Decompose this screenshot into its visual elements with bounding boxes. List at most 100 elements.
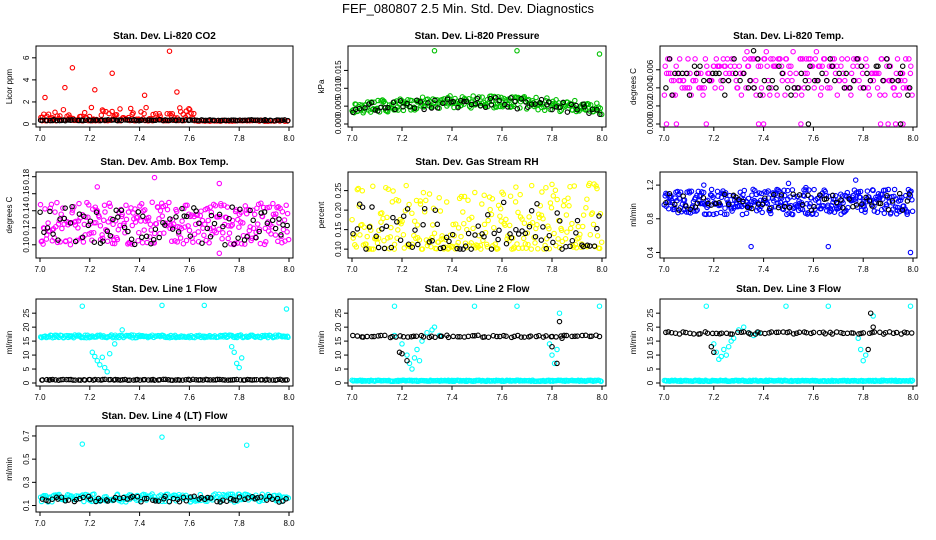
data-point (747, 331, 754, 337)
data-point (413, 197, 420, 204)
data-point (107, 233, 114, 239)
chart-panel-7: Stan. Dev. Line 1 Flow ml/min 7.0 7.2 7.4 7.6… (5, 284, 295, 402)
data-point (438, 333, 445, 340)
data-point (106, 350, 113, 357)
data-point (134, 214, 141, 220)
data-point (533, 333, 540, 340)
data-point (60, 376, 66, 383)
data-point (138, 499, 144, 505)
data-point (850, 77, 857, 84)
data-point (240, 220, 246, 226)
data-point (711, 349, 717, 356)
data-point (483, 241, 490, 248)
data-point (753, 77, 759, 84)
data-point (455, 225, 462, 231)
data-point (757, 63, 764, 69)
data-point (859, 201, 865, 207)
data-point (877, 200, 884, 207)
data-point (512, 199, 519, 205)
x-tick-label: 7.6 (808, 265, 820, 274)
data-point (907, 70, 914, 77)
data-point (256, 226, 263, 232)
x-tick-label: 7.0 (346, 134, 358, 143)
data-point (175, 229, 182, 235)
data-point (759, 209, 765, 216)
series-colored (661, 48, 915, 127)
y-tick-label: 25 (22, 308, 31, 317)
data-point (44, 117, 50, 124)
data-point (722, 205, 728, 211)
data-point (366, 101, 372, 107)
y-tick-label: 15 (646, 336, 655, 345)
x-tick-label: 7.6 (184, 134, 196, 143)
series-black (350, 94, 603, 118)
data-point (458, 193, 465, 200)
data-point (164, 206, 171, 213)
data-point (665, 329, 672, 335)
chart-title: Stan. Dev. Line 4 (LT) Flow (102, 411, 228, 422)
data-point (219, 235, 225, 242)
data-point (741, 70, 747, 77)
data-point (747, 56, 753, 62)
data-point (716, 200, 722, 206)
data-point (93, 219, 99, 226)
data-point (828, 208, 834, 214)
data-point (420, 222, 426, 228)
data-point (894, 56, 901, 62)
data-point (399, 218, 405, 225)
data-point (79, 303, 86, 309)
data-point (721, 346, 727, 353)
data-point (235, 235, 241, 241)
x-tick-label: 7.0 (34, 134, 46, 143)
data-point (521, 220, 528, 226)
data-point (79, 234, 86, 241)
data-point (362, 105, 368, 111)
data-point (897, 121, 904, 127)
data-point (454, 245, 460, 252)
y-tick-label: 25 (334, 308, 343, 317)
data-point (692, 56, 698, 62)
data-point (54, 199, 60, 206)
data-point (391, 303, 398, 309)
data-point (496, 97, 502, 104)
data-point (723, 352, 730, 358)
data-point (513, 226, 519, 233)
data-point (870, 77, 877, 84)
data-point (757, 92, 763, 98)
x-tick-label: 7.8 (234, 134, 246, 143)
data-point (491, 93, 498, 100)
data-point (546, 232, 553, 239)
data-point (594, 106, 600, 113)
data-point (238, 241, 245, 247)
data-point (909, 208, 916, 215)
data-point (515, 245, 522, 252)
data-point (268, 117, 274, 124)
data-point (758, 85, 765, 91)
data-point (663, 85, 669, 91)
data-point (431, 48, 438, 54)
data-point (713, 349, 720, 356)
data-point (94, 184, 101, 190)
x-tick-label: 7.8 (234, 393, 246, 402)
data-point (107, 203, 113, 210)
x-tick-label: 7.2 (708, 265, 720, 274)
data-point (500, 199, 507, 206)
y-axis-label: ml/min (629, 331, 638, 355)
data-point (568, 101, 575, 108)
data-point (666, 190, 673, 197)
data-point (223, 214, 230, 221)
data-point (270, 200, 276, 207)
data-point (508, 95, 514, 101)
data-point (584, 196, 590, 202)
data-point (596, 245, 603, 252)
data-point (236, 491, 243, 498)
data-point (792, 92, 799, 98)
data-point (469, 214, 475, 221)
data-point (164, 110, 170, 117)
data-point (85, 202, 92, 208)
data-point (567, 243, 573, 250)
data-point (375, 108, 381, 114)
data-point (261, 209, 268, 215)
data-point (743, 210, 750, 217)
data-point (40, 493, 46, 500)
